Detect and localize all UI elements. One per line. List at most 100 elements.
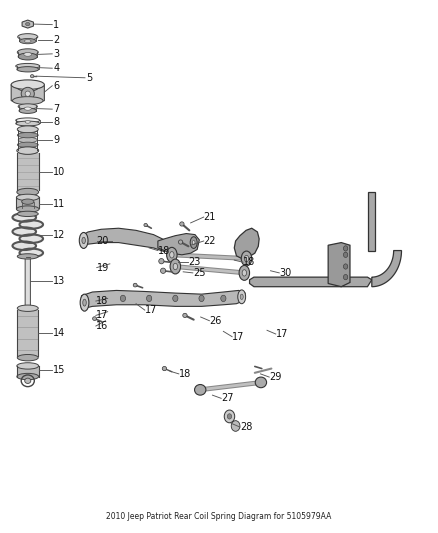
Text: 2: 2 <box>53 35 59 44</box>
Text: 2010 Jeep Patriot Rear Coil Spring Diagram for 5105979AA: 2010 Jeep Patriot Rear Coil Spring Diagr… <box>106 512 332 521</box>
Ellipse shape <box>178 240 183 244</box>
Ellipse shape <box>192 240 195 245</box>
Ellipse shape <box>170 252 174 258</box>
Ellipse shape <box>19 38 36 44</box>
Ellipse shape <box>21 87 34 100</box>
Ellipse shape <box>18 53 37 60</box>
Text: 18: 18 <box>158 246 170 255</box>
Circle shape <box>343 252 348 257</box>
Text: 18: 18 <box>243 257 255 267</box>
Text: 25: 25 <box>193 268 205 278</box>
Polygon shape <box>22 20 33 28</box>
Ellipse shape <box>16 206 39 212</box>
Ellipse shape <box>19 108 36 114</box>
Ellipse shape <box>25 39 31 43</box>
Polygon shape <box>328 243 350 287</box>
Ellipse shape <box>240 294 243 300</box>
Ellipse shape <box>16 118 40 123</box>
Circle shape <box>343 274 348 280</box>
Ellipse shape <box>12 213 36 222</box>
Polygon shape <box>81 228 171 252</box>
Text: 4: 4 <box>53 63 59 73</box>
Ellipse shape <box>17 363 39 369</box>
Circle shape <box>343 264 348 269</box>
Text: 23: 23 <box>188 257 201 267</box>
Ellipse shape <box>17 188 39 196</box>
Ellipse shape <box>194 384 206 395</box>
Text: 6: 6 <box>53 81 59 91</box>
Ellipse shape <box>24 53 32 56</box>
Ellipse shape <box>79 232 88 248</box>
Ellipse shape <box>17 49 38 56</box>
Ellipse shape <box>18 128 37 133</box>
Ellipse shape <box>173 263 177 270</box>
FancyBboxPatch shape <box>21 201 34 208</box>
Text: 30: 30 <box>279 268 292 278</box>
Text: 21: 21 <box>204 212 216 222</box>
Ellipse shape <box>162 367 166 370</box>
Circle shape <box>173 295 178 302</box>
Ellipse shape <box>180 222 184 226</box>
Ellipse shape <box>92 317 96 320</box>
Ellipse shape <box>170 259 180 274</box>
Text: 22: 22 <box>204 236 216 246</box>
Ellipse shape <box>17 142 38 148</box>
Polygon shape <box>11 85 44 103</box>
Ellipse shape <box>18 104 37 109</box>
FancyBboxPatch shape <box>17 366 39 376</box>
Ellipse shape <box>17 126 38 133</box>
Ellipse shape <box>17 254 38 259</box>
Ellipse shape <box>16 194 39 200</box>
Ellipse shape <box>242 270 247 276</box>
Ellipse shape <box>11 80 44 90</box>
Circle shape <box>343 246 348 251</box>
Circle shape <box>147 295 152 302</box>
Circle shape <box>120 295 126 302</box>
Circle shape <box>231 421 240 431</box>
FancyBboxPatch shape <box>25 257 30 306</box>
Circle shape <box>227 414 232 419</box>
Text: 29: 29 <box>269 372 282 382</box>
Ellipse shape <box>18 34 38 40</box>
Text: 17: 17 <box>96 310 108 320</box>
Text: 7: 7 <box>53 104 59 114</box>
Ellipse shape <box>16 121 40 126</box>
Ellipse shape <box>238 290 246 304</box>
Ellipse shape <box>239 265 250 280</box>
Text: 17: 17 <box>145 305 157 315</box>
FancyBboxPatch shape <box>16 197 39 208</box>
Text: 19: 19 <box>97 263 109 272</box>
Polygon shape <box>368 192 375 251</box>
Ellipse shape <box>17 67 39 72</box>
Polygon shape <box>250 277 372 287</box>
Text: 9: 9 <box>53 135 59 145</box>
Ellipse shape <box>18 147 37 152</box>
Text: 15: 15 <box>53 365 65 375</box>
Text: 5: 5 <box>86 73 92 83</box>
Text: 20: 20 <box>97 236 109 246</box>
Ellipse shape <box>17 147 39 155</box>
Ellipse shape <box>25 378 31 383</box>
Ellipse shape <box>17 373 39 379</box>
Text: 11: 11 <box>53 199 65 209</box>
Ellipse shape <box>17 133 38 138</box>
Text: 13: 13 <box>53 277 65 286</box>
Ellipse shape <box>19 235 43 243</box>
Polygon shape <box>372 251 402 287</box>
Text: 16: 16 <box>96 321 108 331</box>
Ellipse shape <box>160 268 166 273</box>
Text: 8: 8 <box>53 117 59 127</box>
Ellipse shape <box>17 354 38 361</box>
Text: 14: 14 <box>53 328 65 338</box>
Text: 10: 10 <box>53 167 65 177</box>
Polygon shape <box>158 233 199 255</box>
Ellipse shape <box>21 199 34 204</box>
Text: 28: 28 <box>240 422 252 432</box>
Circle shape <box>224 410 235 423</box>
FancyBboxPatch shape <box>17 310 38 356</box>
Circle shape <box>221 295 226 302</box>
Ellipse shape <box>166 247 177 262</box>
Ellipse shape <box>24 107 31 110</box>
Text: 18: 18 <box>96 296 108 306</box>
Text: 27: 27 <box>221 393 234 403</box>
